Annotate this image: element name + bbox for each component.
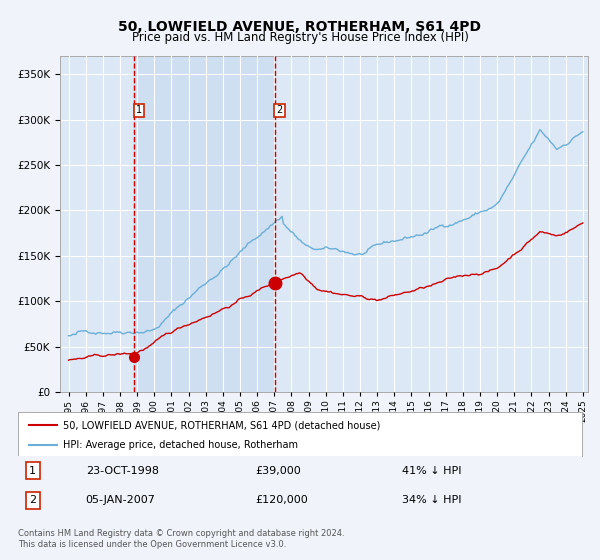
Text: 50, LOWFIELD AVENUE, ROTHERHAM, S61 4PD (detached house): 50, LOWFIELD AVENUE, ROTHERHAM, S61 4PD … xyxy=(63,420,380,430)
Text: £39,000: £39,000 xyxy=(255,465,301,475)
Text: 41% ↓ HPI: 41% ↓ HPI xyxy=(401,465,461,475)
Text: Price paid vs. HM Land Registry's House Price Index (HPI): Price paid vs. HM Land Registry's House … xyxy=(131,31,469,44)
Text: Contains HM Land Registry data © Crown copyright and database right 2024.
This d: Contains HM Land Registry data © Crown c… xyxy=(18,529,344,549)
Text: 23-OCT-1998: 23-OCT-1998 xyxy=(86,465,158,475)
Text: £120,000: £120,000 xyxy=(255,495,308,505)
Text: 1: 1 xyxy=(29,465,36,475)
Text: 05-JAN-2007: 05-JAN-2007 xyxy=(86,495,155,505)
Text: 50, LOWFIELD AVENUE, ROTHERHAM, S61 4PD: 50, LOWFIELD AVENUE, ROTHERHAM, S61 4PD xyxy=(119,20,482,34)
Text: 1: 1 xyxy=(136,105,142,115)
Text: 2: 2 xyxy=(29,495,37,505)
Text: 2: 2 xyxy=(277,105,283,115)
Text: HPI: Average price, detached house, Rotherham: HPI: Average price, detached house, Roth… xyxy=(63,440,298,450)
Text: 34% ↓ HPI: 34% ↓ HPI xyxy=(401,495,461,505)
Bar xyxy=(134,56,275,392)
